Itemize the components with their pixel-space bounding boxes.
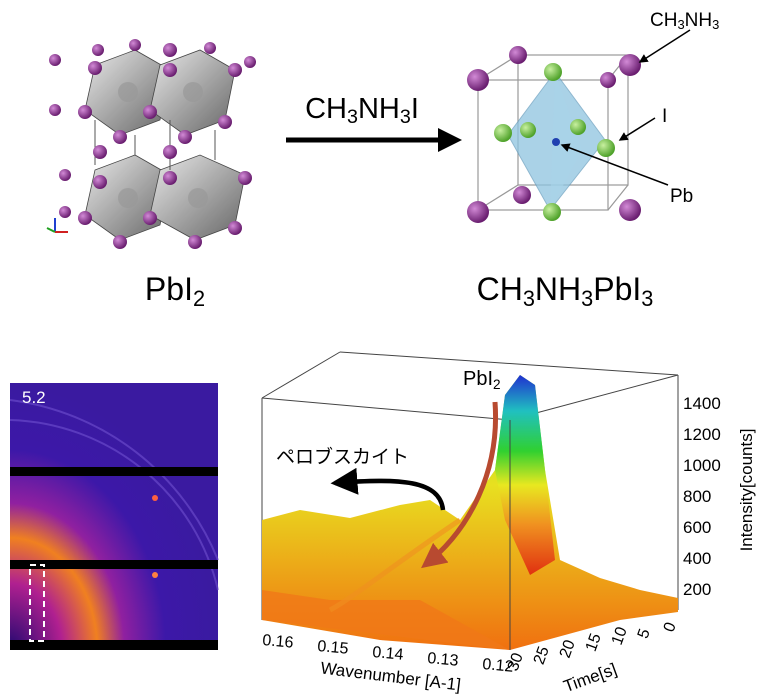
x-tick-label: 0.16	[262, 632, 295, 652]
frame-label: 5.2	[22, 388, 46, 407]
diffraction-image	[10, 383, 218, 650]
formula-subscript: 2	[193, 286, 205, 311]
z-tick-label: 400	[683, 549, 711, 568]
metal-label: Pb	[670, 186, 693, 207]
y-tick-label: 10	[609, 625, 631, 648]
cation-label: CH3NH3	[650, 10, 719, 32]
formula-subscript: 2	[493, 377, 501, 392]
perovskite-label: ペロブスカイト	[276, 445, 409, 468]
z-tick-label: 1000	[683, 456, 721, 475]
y-tick-label: 20	[557, 638, 579, 661]
z-tick-label: 600	[683, 518, 711, 537]
surface-plot	[262, 352, 678, 650]
y-tick-label: 15	[583, 631, 605, 654]
figure: PbI2 CH3NH3I CH3NH3 I Pb CH3NH3PbI3 5.2 …	[0, 0, 764, 695]
y-axis-label: Time[s]	[561, 659, 619, 695]
reagent-formula: CH3NH3I	[305, 93, 419, 128]
x-tick-label: 0.13	[427, 650, 460, 670]
x-tick-label: 0.15	[317, 638, 350, 658]
formula-text: PbI	[145, 271, 193, 307]
reaction-arrowhead	[438, 128, 462, 152]
z-tick-label: 1200	[683, 425, 721, 444]
formula-subscript: 3	[347, 106, 358, 128]
formula-subscript: 3	[641, 286, 653, 311]
z-tick-label: 800	[683, 487, 711, 506]
z-axis-label: Intensity[counts]	[737, 429, 756, 552]
y-tick-label: 0	[661, 620, 680, 634]
peak-label: PbI2	[463, 368, 501, 392]
y-tick-label: 5	[635, 627, 654, 641]
formula-subscript: 3	[400, 106, 411, 128]
pbi2-structure	[47, 39, 256, 249]
perovskite-cell	[467, 30, 690, 223]
formula-text: PbI	[463, 368, 493, 390]
y-tick-label: 25	[531, 644, 553, 667]
z-tick-label: 200	[683, 580, 711, 599]
formula-text: NH	[685, 10, 712, 31]
formula-subscript: 3	[712, 17, 719, 32]
reactant-formula: PbI2	[145, 271, 205, 311]
halide-label: I	[662, 106, 667, 127]
formula-text: I	[411, 93, 419, 125]
formula-text: CH	[650, 10, 677, 31]
x-tick-label: 0.14	[372, 644, 405, 664]
formula-text: PbI	[593, 271, 641, 307]
formula-subscript: 3	[523, 286, 535, 311]
z-tick-label: 1400	[683, 394, 721, 413]
formula-text: CH	[305, 93, 347, 125]
formula-text: NH	[358, 93, 400, 125]
formula-subscript: 3	[581, 286, 593, 311]
product-formula: CH3NH3PbI3	[477, 271, 654, 311]
formula-text: NH	[535, 271, 581, 307]
formula-subscript: 3	[677, 17, 684, 32]
formula-text: CH	[477, 271, 523, 307]
